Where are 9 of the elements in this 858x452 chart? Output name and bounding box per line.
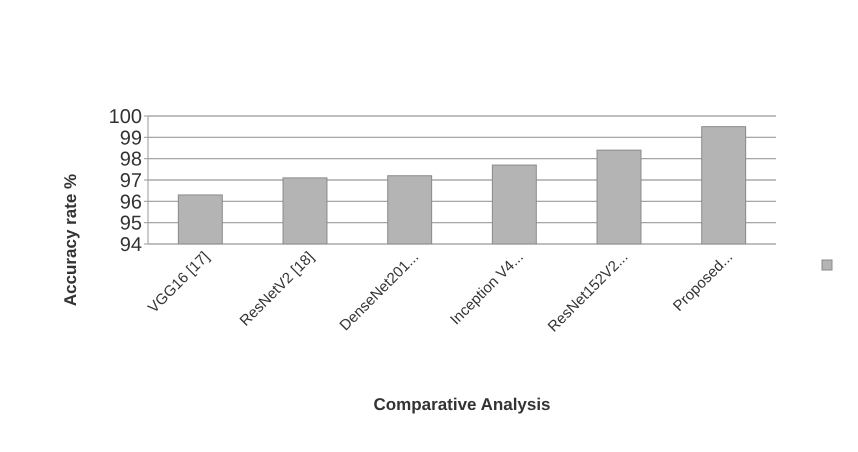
y-tick-label: 95 (120, 212, 142, 235)
y-tick-label: 96 (120, 191, 142, 214)
y-tick-label: 100 (108, 106, 142, 128)
y-tick-label: 99 (120, 127, 142, 150)
y-tick-label: 97 (120, 170, 142, 192)
x-axis-title: Comparative Analysis (374, 395, 550, 414)
y-tick-label: 98 (120, 148, 142, 171)
y-tick-label: 94 (120, 234, 142, 256)
y-axis-title: Accuracy rate % (61, 174, 80, 306)
